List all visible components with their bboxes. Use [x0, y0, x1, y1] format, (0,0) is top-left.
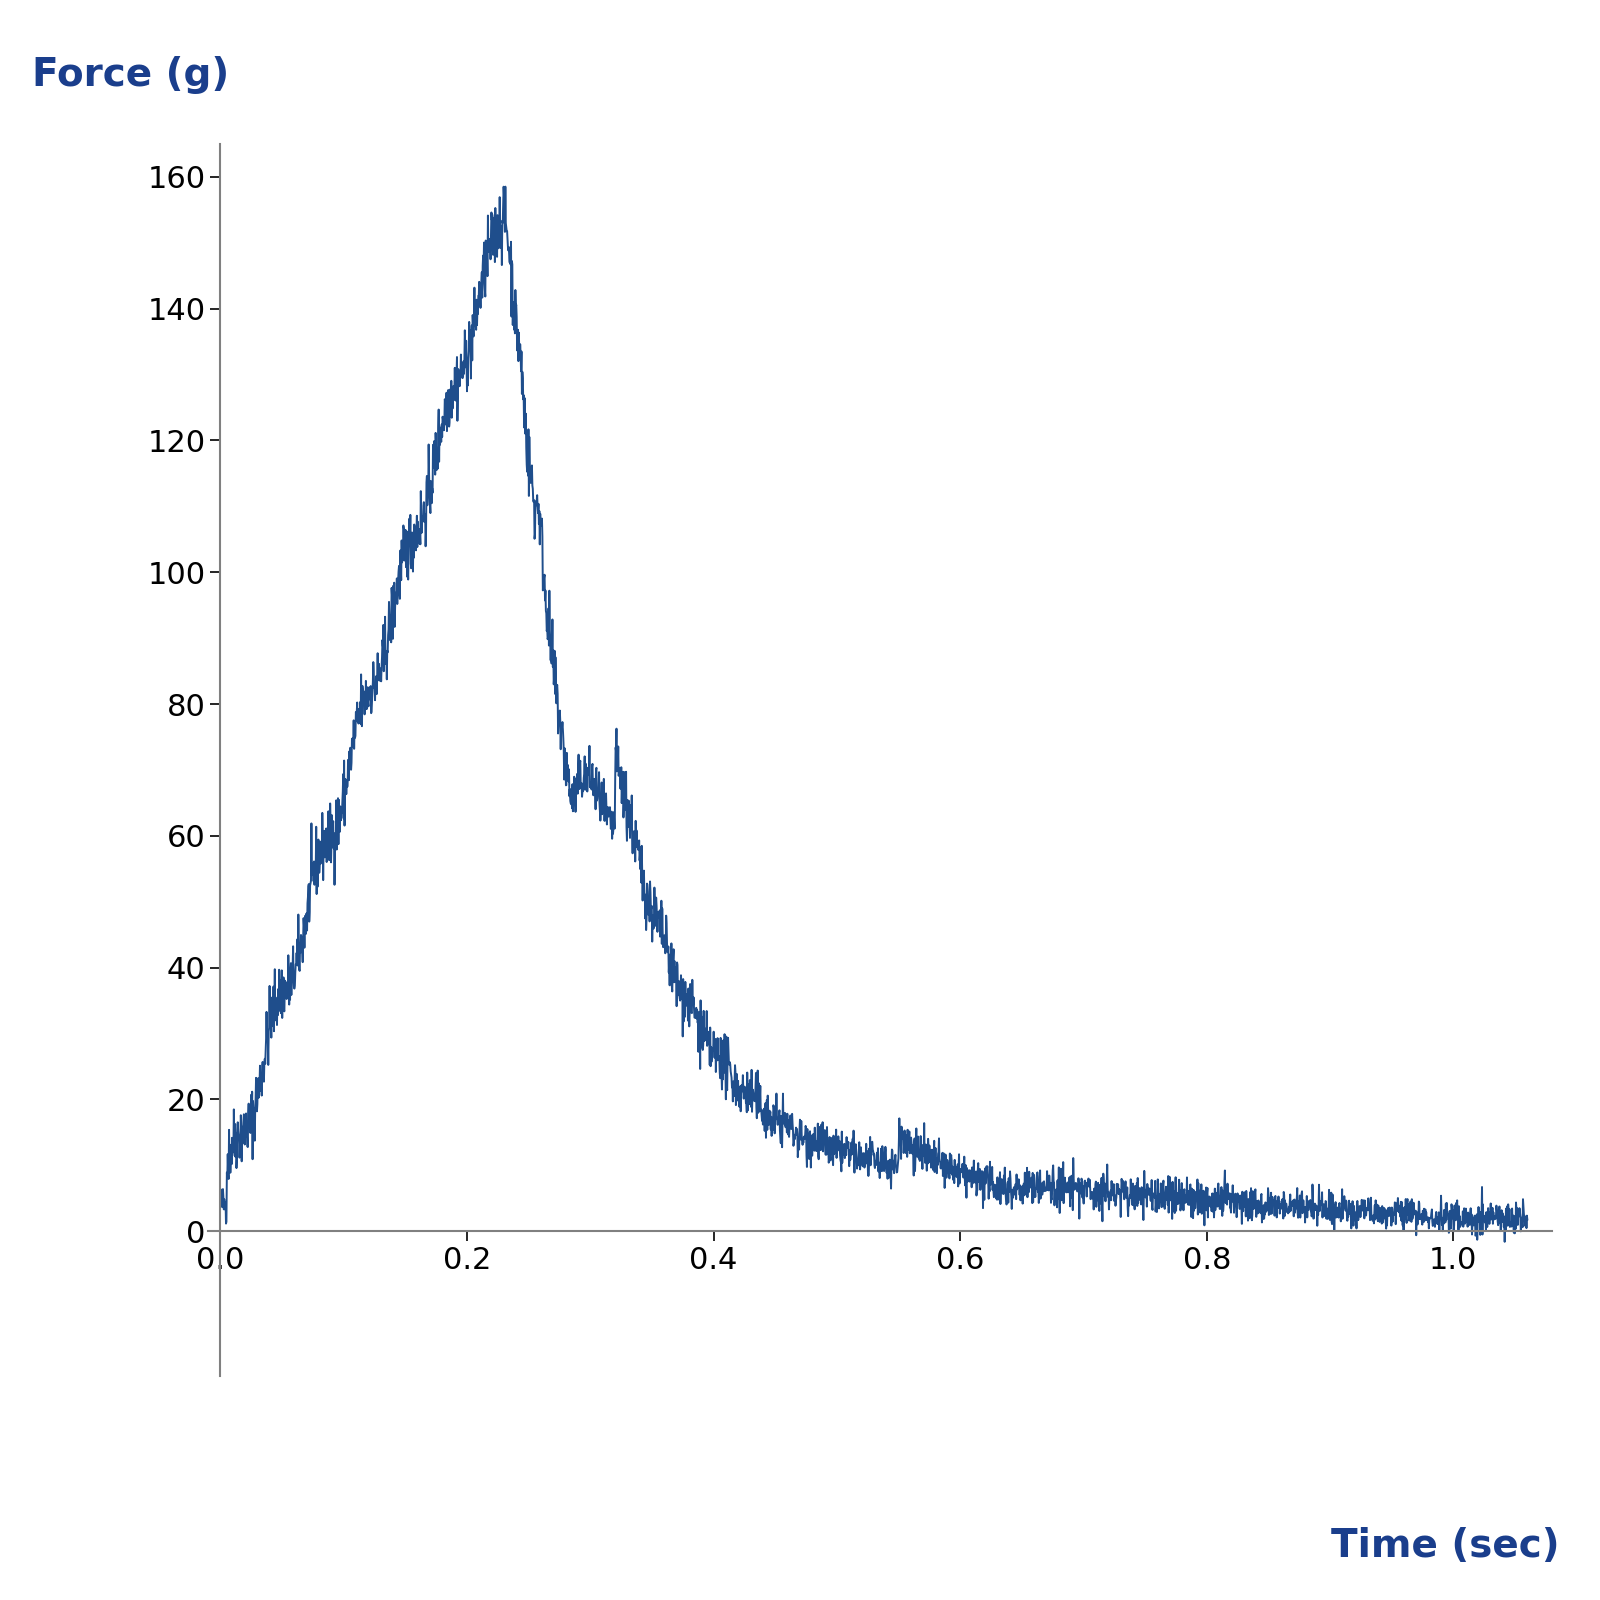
- Text: Time (sec): Time (sec): [1331, 1526, 1560, 1565]
- Text: Force (g): Force (g): [32, 56, 229, 94]
